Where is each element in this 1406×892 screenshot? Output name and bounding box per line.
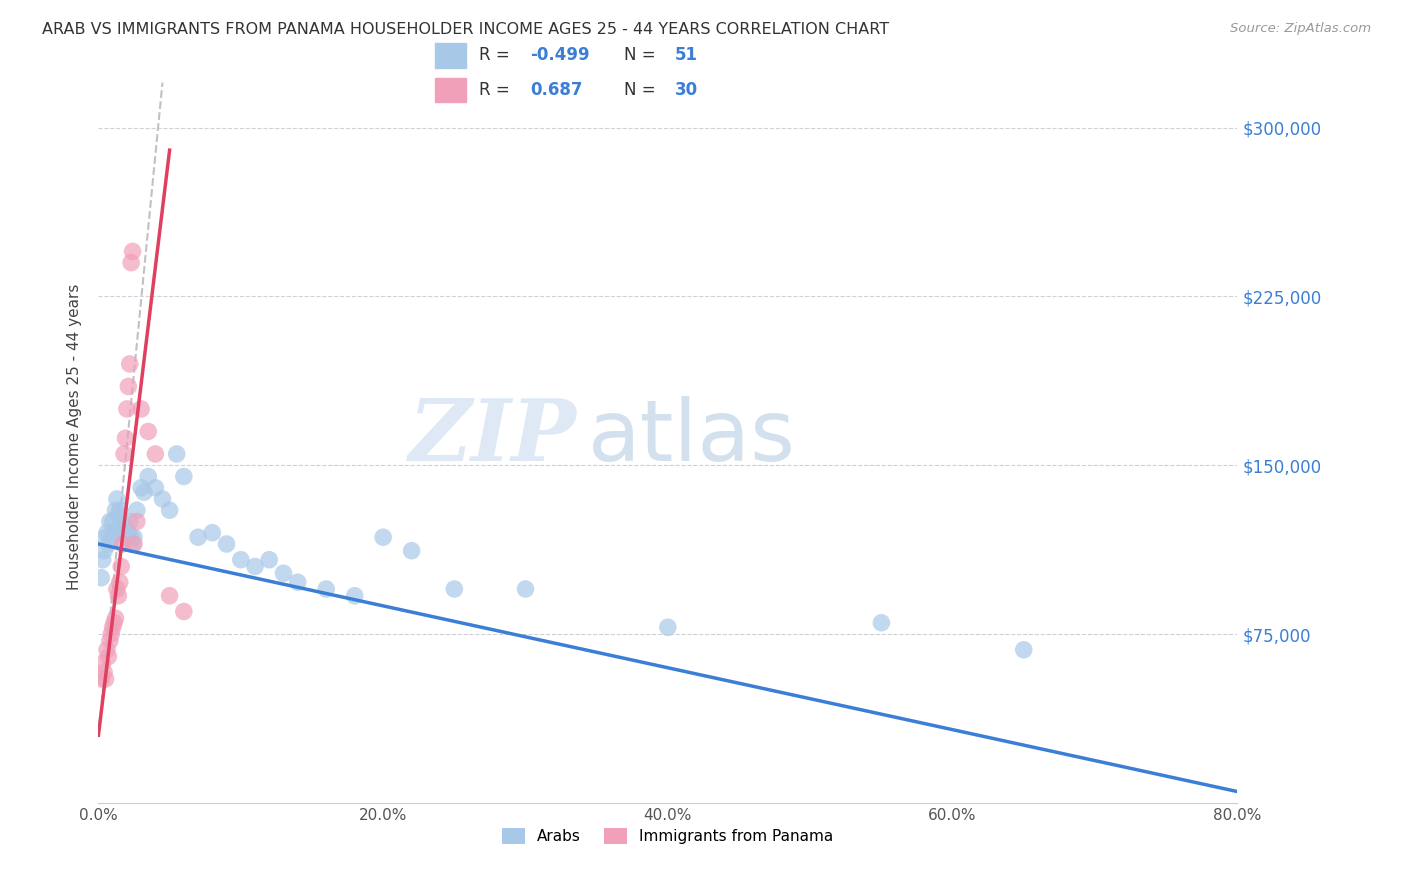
Point (101, 515, 124, 529)
Point (129, 401, 152, 416)
Point (93, 665, 115, 680)
Point (215, 537, 238, 551)
Text: R =: R = (479, 81, 515, 99)
Point (110, 525, 132, 540)
Point (173, 469, 195, 483)
Point (315, 582, 337, 596)
Point (121, 537, 143, 551)
Point (91, 657, 114, 671)
Point (104, 611, 127, 625)
Point (136, 425, 159, 439)
Text: -0.499: -0.499 (530, 46, 589, 64)
Text: ZIP: ZIP (409, 395, 576, 479)
Bar (436, 78, 465, 103)
Text: Source: ZipAtlas.com: Source: ZipAtlas.com (1230, 22, 1371, 36)
Point (112, 525, 135, 540)
Point (287, 575, 309, 590)
Point (159, 589, 181, 603)
Point (90, 672, 112, 686)
Point (94, 672, 117, 686)
Point (125, 503, 148, 517)
Point (94, 530, 117, 544)
Point (187, 530, 209, 544)
Point (112, 447, 135, 461)
Point (122, 537, 145, 551)
Point (118, 515, 141, 529)
Point (117, 525, 139, 540)
Bar (436, 44, 465, 68)
Point (108, 521, 131, 535)
Point (129, 481, 152, 495)
Point (118, 357, 141, 371)
Point (107, 508, 129, 522)
Text: N =: N = (624, 81, 661, 99)
Point (101, 620, 124, 634)
Point (1012, 642, 1035, 657)
Point (122, 530, 145, 544)
Point (90, 571, 112, 585)
Point (100, 627, 122, 641)
Point (229, 553, 252, 567)
Point (125, 515, 148, 529)
Point (105, 491, 128, 506)
Point (870, 615, 893, 630)
Point (110, 559, 132, 574)
Point (98, 633, 121, 648)
Text: atlas: atlas (588, 395, 796, 479)
Point (145, 447, 167, 461)
Point (152, 491, 174, 506)
Point (96, 525, 118, 540)
Point (401, 543, 423, 558)
Text: 51: 51 (675, 46, 697, 64)
Point (132, 485, 155, 500)
Point (120, 530, 142, 544)
Point (100, 530, 122, 544)
Point (259, 553, 281, 567)
Point (108, 503, 131, 517)
Text: 30: 30 (675, 81, 697, 99)
Point (371, 530, 394, 544)
Point (159, 503, 181, 517)
Point (97, 537, 120, 551)
Point (243, 559, 266, 574)
Y-axis label: Householder Income Ages 25 - 44 years: Householder Income Ages 25 - 44 years (66, 284, 82, 591)
Point (114, 431, 136, 445)
Point (111, 515, 134, 529)
Point (108, 575, 131, 590)
Text: R =: R = (479, 46, 515, 64)
Point (166, 447, 188, 461)
Point (98, 515, 121, 529)
Point (97, 649, 120, 664)
Point (173, 605, 195, 619)
Point (114, 530, 136, 544)
Text: ARAB VS IMMIGRANTS FROM PANAMA HOUSEHOLDER INCOME AGES 25 - 44 YEARS CORRELATION: ARAB VS IMMIGRANTS FROM PANAMA HOUSEHOLD… (42, 22, 890, 37)
Point (105, 582, 128, 596)
Point (117, 379, 139, 393)
Point (120, 255, 142, 269)
Point (121, 244, 143, 259)
Point (96, 642, 118, 657)
Point (91, 553, 114, 567)
Point (273, 566, 295, 581)
Point (145, 481, 167, 495)
Point (343, 589, 366, 603)
Point (136, 469, 159, 483)
Text: N =: N = (624, 46, 661, 64)
Point (115, 401, 138, 416)
Point (104, 503, 127, 517)
Point (103, 615, 125, 630)
Point (103, 525, 125, 540)
Point (443, 582, 465, 596)
Legend: Arabs, Immigrants from Panama: Arabs, Immigrants from Panama (496, 822, 839, 850)
Point (93, 543, 115, 558)
Point (107, 589, 129, 603)
Point (201, 525, 224, 540)
Point (515, 582, 537, 596)
Text: 0.687: 0.687 (530, 81, 582, 99)
Point (657, 620, 679, 634)
Point (115, 530, 138, 544)
Point (111, 537, 134, 551)
